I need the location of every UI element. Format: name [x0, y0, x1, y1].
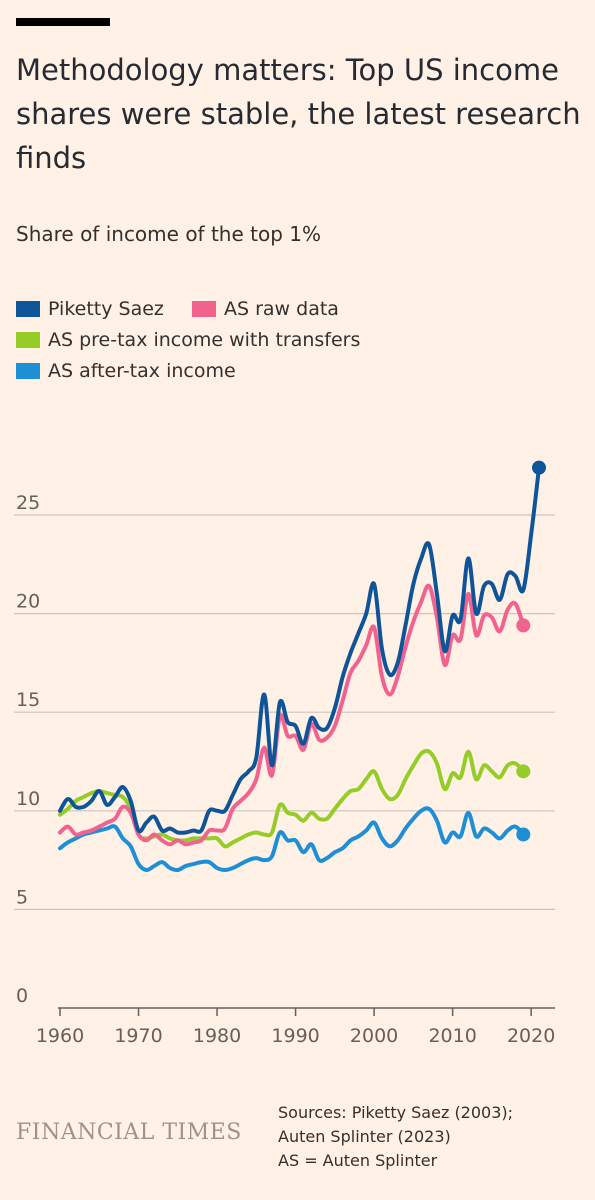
y-tick-label: 15 — [16, 689, 40, 711]
series-line-as-raw-data — [58, 583, 526, 847]
x-tick-label: 1980 — [193, 1025, 241, 1047]
legend-swatch — [192, 301, 216, 317]
sources-line: AS = Auten Splinter — [278, 1151, 438, 1170]
series-end-marker-as-pre-tax-income-with-transfers — [516, 764, 531, 779]
y-tick-label: 5 — [16, 886, 28, 908]
y-tick-label: 10 — [16, 788, 40, 810]
sources-line: Sources: Piketty Saez (2003); — [278, 1103, 514, 1122]
legend-swatch — [16, 301, 40, 317]
series-end-marker-piketty-saez — [532, 460, 546, 475]
y-tick-label: 25 — [16, 492, 40, 514]
legend-swatch — [16, 332, 40, 348]
legend-label: AS raw data — [224, 298, 339, 320]
legend-item-as-pretax-transfers: AS pre-tax income with transfers — [16, 329, 360, 351]
chart-subtitle: Share of income of the top 1% — [16, 222, 321, 246]
legend-item-as-after-tax: AS after-tax income — [16, 360, 236, 382]
x-tick-label: 2010 — [428, 1025, 476, 1047]
legend-label: AS after-tax income — [48, 360, 236, 382]
series-end-marker-as-raw-data — [516, 618, 531, 633]
legend-item-piketty-saez: Piketty Saez — [16, 298, 164, 320]
legend-swatch — [16, 363, 40, 379]
legend-item-as-raw-data: AS raw data — [192, 298, 339, 320]
line-chart: 0 5 10 15 20 25 1960 1970 1980 1990 2000 2010 2020 — [14, 460, 555, 1047]
legend-label: AS pre-tax income with transfers — [48, 329, 361, 351]
sources-note: Sources: Piketty Saez (2003); Auten Spli… — [278, 1101, 513, 1173]
x-tick-label: 2020 — [507, 1025, 555, 1047]
x-tick-label: 2000 — [350, 1025, 398, 1047]
x-tick-label: 1970 — [114, 1025, 162, 1047]
chart-title: Methodology matters: Top US income share… — [16, 53, 581, 175]
sources-line: Auten Splinter (2023) — [278, 1127, 451, 1146]
legend-label: Piketty Saez — [48, 298, 164, 320]
x-tick-label: 1990 — [271, 1025, 319, 1047]
y-tick-label: 20 — [16, 591, 40, 613]
y-tick-label: 0 — [16, 985, 28, 1007]
x-tick-label: 1960 — [36, 1025, 84, 1047]
ft-accent-bar — [16, 18, 110, 26]
series-end-marker-as-after-tax-income — [516, 827, 531, 842]
series-line-piketty-saez — [58, 465, 541, 835]
ft-logo: FINANCIAL TIMES — [16, 1120, 242, 1145]
series-line-as-after-tax-income — [58, 806, 526, 873]
